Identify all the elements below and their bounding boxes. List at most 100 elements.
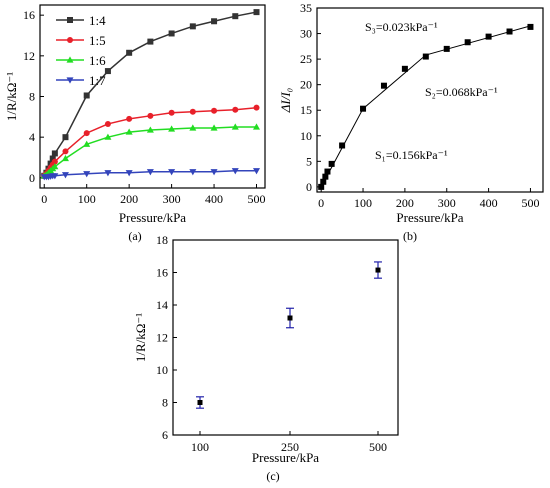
c-ytick-label: 10 (156, 363, 168, 377)
a-data-point-1 (232, 106, 239, 113)
c-data-point (287, 315, 293, 321)
a-data-point-3 (104, 170, 112, 177)
b-data-point (339, 142, 346, 149)
a-xtick-label: 300 (163, 192, 181, 206)
a-ytick-label: 8 (29, 90, 35, 104)
c-data-point (375, 267, 381, 273)
a-ytick-label: 0 (29, 171, 35, 185)
a-xtick-label: 0 (41, 192, 47, 206)
c-ytick-label: 18 (156, 233, 168, 247)
b-ytick-label: 5 (306, 154, 312, 168)
a-data-point-2 (83, 140, 91, 147)
a-data-point-0 (232, 13, 239, 20)
b-data-point (328, 160, 335, 167)
b-xtick-label: 200 (396, 196, 414, 210)
b-ytick-label: 0 (306, 180, 312, 194)
b-xtick-label: 300 (438, 196, 456, 210)
a-data-point-1 (168, 109, 175, 116)
c-ytick-label: 12 (156, 331, 168, 345)
a-data-point-1 (83, 130, 90, 137)
panel-label-b: (b) (403, 229, 417, 243)
b-fit-line (320, 25, 531, 188)
b-data-point (485, 33, 492, 40)
a-data-point-0 (211, 18, 218, 25)
a-data-point-1 (51, 158, 58, 165)
b-x-axis-label: Pressure/kPa (396, 210, 463, 225)
a-xtick-label: 100 (78, 192, 96, 206)
b-ytick-label: 15 (300, 103, 312, 117)
a-data-point-1 (104, 120, 111, 127)
b-data-point (380, 82, 387, 89)
c-plot-frame (172, 239, 399, 436)
a-data-point-0 (126, 49, 133, 56)
a-data-point-0 (83, 92, 90, 99)
a-data-point-0 (51, 150, 58, 157)
b-ytick-label: 30 (300, 27, 312, 41)
a-data-point-2 (51, 163, 59, 170)
a-legend-label-2: 1:6 (89, 53, 106, 68)
a-legend-label-0: 1:4 (89, 13, 106, 28)
a-ytick-label: 16 (23, 8, 35, 22)
panel-c: 6 8 10 12 14 16 18 100 250 500 Pressure/kPa 1/R/kΩ⁻… (133, 233, 399, 465)
a-legend-marker-0 (67, 17, 73, 23)
a-data-point-2 (168, 125, 176, 132)
a-data-point-3 (168, 169, 176, 176)
a-ytick-label: 4 (29, 130, 35, 144)
b-data-point (320, 178, 327, 185)
a-data-point-0 (253, 9, 260, 16)
b-xtick-label: 500 (521, 196, 539, 210)
a-data-point-2 (253, 123, 261, 130)
a-data-point-3 (189, 169, 197, 176)
a-series-line-2 (43, 126, 257, 177)
a-data-point-0 (104, 68, 111, 75)
c-data-point (197, 400, 203, 405)
a-data-point-3 (231, 168, 239, 175)
b-annotation-s2: S₂=0.068kPa⁻¹ (425, 85, 498, 99)
b-data-point (322, 173, 329, 180)
a-xtick-label: 400 (205, 192, 223, 206)
a-data-point-3 (61, 172, 69, 179)
panel-label-a: (a) (128, 229, 141, 243)
b-ytick-label: 35 (300, 1, 312, 15)
a-legend-label-3: 1:7 (89, 73, 106, 88)
a-data-point-0 (49, 155, 56, 162)
b-data-point (422, 53, 429, 60)
b-xtick-label: 100 (354, 196, 372, 210)
a-data-point-1 (189, 108, 196, 115)
b-data-point (443, 45, 450, 52)
b-ytick-label: 10 (300, 129, 312, 143)
panel-label-c: (c) (266, 469, 279, 483)
c-x-axis-label: Pressure/kPa (252, 450, 319, 465)
b-plot-frame (316, 7, 544, 193)
a-data-point-0 (147, 38, 154, 45)
a-data-point-1 (211, 107, 218, 114)
a-xtick-label: 500 (248, 192, 266, 206)
b-data-point (401, 65, 408, 72)
a-data-point-2 (61, 154, 69, 162)
a-data-point-0 (189, 23, 196, 30)
a-plot-frame (39, 4, 266, 189)
c-ytick-label: 6 (162, 428, 168, 442)
b-data-point (527, 23, 534, 30)
a-data-point-2 (104, 133, 112, 140)
a-data-point-0 (168, 30, 175, 37)
a-data-point-1 (62, 148, 69, 155)
a-legend-marker-1 (67, 37, 73, 43)
panel-b: 0 5 10 15 20 25 30 35 0 100 200 300 400 500 Pressure/k… (278, 1, 544, 225)
a-legend-label-1: 1:5 (89, 33, 106, 48)
a-data-point-2 (146, 126, 154, 133)
c-xtick-label: 500 (369, 440, 387, 454)
a-xtick-label: 200 (120, 192, 138, 206)
panel-a: 0 4 8 12 16 0 100 200 300 400 500 Pressure/kPa 1/R/k… (4, 4, 266, 225)
b-y-axis-label: ΔI/I₀ (278, 88, 293, 113)
a-data-point-1 (253, 104, 260, 111)
a-data-point-3 (253, 168, 261, 175)
a-legend-marker-2 (66, 56, 74, 63)
b-ytick-label: 20 (300, 78, 312, 92)
a-data-point-2 (125, 128, 133, 135)
a-data-point-2 (189, 124, 197, 131)
c-ytick-label: 16 (156, 266, 168, 280)
a-data-point-1 (147, 112, 154, 119)
b-data-point (506, 28, 513, 35)
